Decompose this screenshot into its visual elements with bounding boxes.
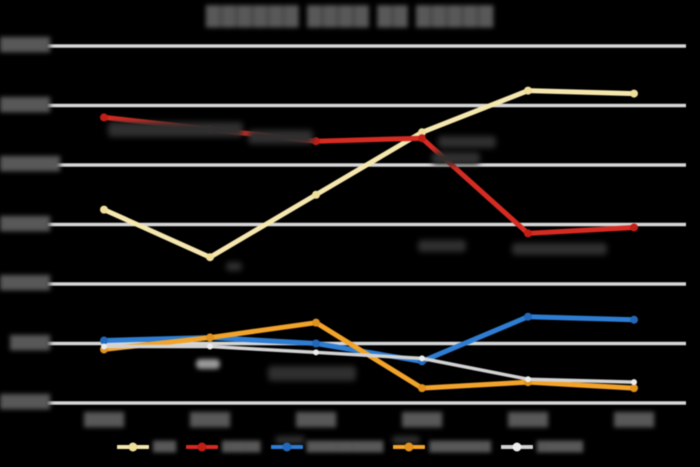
data-point-marker (631, 379, 637, 386)
y-axis-tick-label: ████ (10, 335, 50, 351)
data-point-marker (100, 113, 108, 122)
x-axis-tick-label: ████ (614, 413, 654, 428)
y-axis-tick-label: █████ (0, 395, 50, 410)
data-point-marker (419, 355, 425, 362)
chart-title: ██████ ████ ██ █████ (205, 6, 495, 28)
data-point-marker (524, 229, 532, 238)
x-axis-tick-label: ████ (190, 413, 230, 428)
y-axis-tick-label: █████ (0, 276, 50, 291)
data-point-marker (312, 339, 320, 348)
data-point-marker (100, 336, 108, 345)
legend-item-0[interactable]: ███ (116, 441, 177, 453)
data-point-marker (101, 343, 107, 350)
blurred-text-artifact (438, 136, 496, 148)
data-point-marker (524, 86, 532, 95)
data-point-marker (630, 223, 638, 232)
blurred-text-artifact (108, 122, 243, 137)
x-axis-tick-label: ████ (296, 413, 336, 428)
data-point-marker (312, 190, 320, 199)
x-axis-tick-label: ████ (84, 413, 124, 428)
data-point-marker (418, 128, 426, 137)
legend-item-4[interactable]: ██████ (500, 441, 584, 453)
data-point-marker (312, 318, 320, 327)
blurred-text-artifact (226, 262, 242, 271)
chart-legend: ███ █████ ██████████ ████████ ██████ (116, 441, 584, 453)
data-point-marker (630, 315, 638, 324)
legend-item-label: ████████ (429, 441, 491, 453)
legend-line-marker-icon (393, 442, 426, 452)
legend-line-marker-icon (186, 442, 219, 452)
legend-item-label: ██████ (536, 441, 584, 453)
y-axis-tick-label: █████ (0, 97, 50, 113)
blurred-text-artifact (268, 366, 356, 381)
data-point-marker (525, 376, 531, 383)
series-line-0 (101, 88, 637, 260)
blurred-text-artifact (275, 436, 305, 444)
data-point-marker (630, 384, 638, 393)
data-point-marker (206, 333, 214, 342)
legend-line-marker-icon (500, 442, 533, 452)
legend-line-marker-icon (116, 442, 149, 452)
data-point-marker (524, 312, 532, 321)
blurred-text-artifact (418, 240, 466, 252)
data-point-marker (100, 205, 108, 214)
legend-item-1[interactable]: █████ (186, 441, 260, 453)
y-axis-tick-label: ██████ (0, 157, 60, 172)
data-point-marker (313, 349, 319, 356)
legend-item-label: ███ (152, 441, 177, 453)
x-axis-tick-label: ████ (508, 413, 548, 428)
data-point-marker (630, 89, 638, 98)
data-point-marker (418, 134, 426, 143)
blurred-text-artifact (196, 359, 220, 369)
blurred-text-artifact (512, 243, 607, 255)
legend-item-2[interactable]: ██████████ (270, 441, 383, 453)
y-axis-tick-label: █████ (0, 216, 50, 232)
y-axis-tick-label: █████ (0, 38, 50, 53)
legend-item-label: █████ (222, 441, 261, 453)
data-point-marker (206, 253, 214, 262)
x-axis-tick-label: ████ (402, 413, 442, 428)
data-point-marker (312, 137, 320, 146)
series-line-4 (102, 344, 636, 384)
data-point-marker (207, 343, 213, 350)
blurred-text-artifact (248, 130, 313, 144)
legend-line-marker-icon (270, 442, 303, 452)
blurred-text-artifact (432, 152, 480, 165)
data-point-marker (418, 384, 426, 393)
blurred-text-artifact (392, 436, 420, 444)
legend-item-label: ██████████ (306, 441, 384, 453)
legend-item-3[interactable]: ████████ (393, 441, 491, 453)
